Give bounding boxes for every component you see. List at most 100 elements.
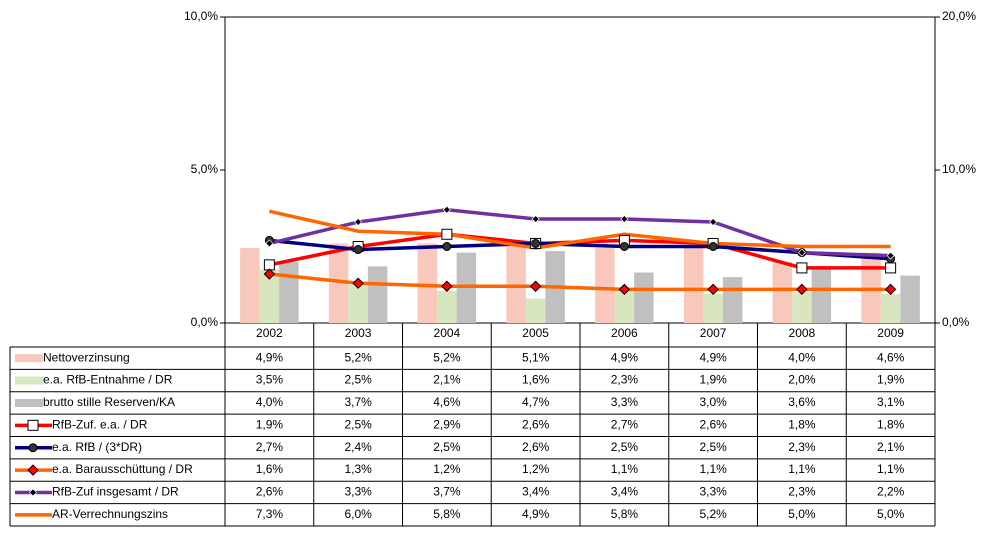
legend-swatch bbox=[15, 376, 43, 385]
table-cell: 4,9% bbox=[256, 350, 284, 364]
marker bbox=[265, 239, 274, 248]
legend-swatch bbox=[15, 354, 43, 363]
table-cell: 2,4% bbox=[344, 440, 372, 454]
table-cell: 2,9% bbox=[433, 417, 461, 431]
bar bbox=[506, 244, 526, 323]
table-cell: 3,4% bbox=[611, 485, 639, 499]
marker bbox=[531, 238, 541, 248]
table-cell: 3,6% bbox=[788, 395, 816, 409]
bar bbox=[367, 266, 388, 323]
bar bbox=[634, 272, 654, 323]
x-tick-label: 2004 bbox=[434, 326, 461, 340]
legend-label: e.a. RfB-Entnahme / DR bbox=[43, 373, 173, 387]
marker bbox=[442, 205, 451, 214]
y2-tick-label: 20,0% bbox=[942, 9, 976, 23]
marker bbox=[352, 277, 364, 289]
bar bbox=[683, 248, 704, 323]
table-cell: 2,5% bbox=[699, 440, 727, 454]
table-cell: 5,0% bbox=[877, 507, 905, 521]
table-cell: 4,7% bbox=[522, 395, 550, 409]
legend-marker bbox=[29, 488, 37, 497]
table-cell: 2,1% bbox=[877, 440, 905, 454]
table-cell: 5,8% bbox=[611, 507, 639, 521]
table-cell: 2,7% bbox=[256, 440, 284, 454]
marker bbox=[885, 262, 897, 274]
table-cell: 2,3% bbox=[611, 373, 639, 387]
legend-label: AR-Verrechnungszins bbox=[52, 507, 168, 521]
table-cell: 3,3% bbox=[344, 485, 372, 499]
marker bbox=[354, 218, 363, 227]
line bbox=[269, 238, 891, 261]
legend-marker bbox=[27, 464, 39, 476]
table-cell: 2,7% bbox=[611, 417, 639, 431]
bar bbox=[240, 248, 260, 323]
table-cell: 1,1% bbox=[611, 462, 639, 476]
y-tick-label: 10,0% bbox=[184, 9, 218, 23]
bar bbox=[259, 269, 280, 323]
table-cell: 1,9% bbox=[256, 417, 284, 431]
marker bbox=[797, 248, 806, 257]
table-cell: 1,1% bbox=[788, 462, 816, 476]
line bbox=[268, 209, 891, 250]
legend-label: Nettoverzinsung bbox=[43, 350, 130, 364]
legend-marker bbox=[28, 443, 38, 453]
table-cell: 1,1% bbox=[877, 462, 905, 476]
marker bbox=[709, 218, 718, 227]
bar bbox=[772, 261, 793, 323]
table-cell: 3,3% bbox=[699, 485, 727, 499]
marker bbox=[886, 251, 895, 260]
marker bbox=[263, 268, 276, 280]
table-cell: 1,8% bbox=[877, 417, 905, 431]
bar bbox=[595, 248, 615, 323]
marker bbox=[708, 242, 718, 251]
table-cell: 3,1% bbox=[877, 395, 905, 409]
marker bbox=[619, 242, 629, 251]
table-cell: 2,3% bbox=[788, 440, 816, 454]
table-cell: 1,2% bbox=[522, 462, 550, 476]
legend-label: RfB-Zuf. e.a. / DR bbox=[52, 417, 148, 431]
x-tick-label: 2003 bbox=[345, 326, 372, 340]
line bbox=[269, 272, 891, 292]
x-tick-label: 2006 bbox=[611, 326, 638, 340]
marker bbox=[529, 280, 542, 292]
marker bbox=[441, 228, 453, 240]
x-tick-label: 2007 bbox=[700, 326, 727, 340]
table-cell: 2,5% bbox=[344, 417, 372, 431]
marker bbox=[707, 283, 719, 296]
marker bbox=[442, 242, 452, 251]
marker bbox=[353, 245, 363, 255]
table-cell: 1,1% bbox=[699, 462, 727, 476]
table-cell: 5,2% bbox=[433, 350, 461, 364]
table-cell: 1,2% bbox=[433, 462, 461, 476]
table-cell: 3,7% bbox=[344, 395, 372, 409]
x-tick-label: 2008 bbox=[789, 326, 816, 340]
table-cell: 1,8% bbox=[788, 417, 816, 431]
table-cell: 3,4% bbox=[522, 485, 550, 499]
bar bbox=[900, 275, 920, 323]
bar bbox=[525, 298, 546, 323]
table-cell: 4,9% bbox=[522, 507, 550, 521]
table-cell: 5,0% bbox=[788, 507, 816, 521]
bar bbox=[348, 284, 368, 323]
bar bbox=[279, 261, 299, 323]
table-cell: 2,5% bbox=[433, 440, 461, 454]
marker bbox=[618, 283, 631, 296]
bar bbox=[880, 293, 901, 323]
bar bbox=[792, 292, 812, 323]
table-cell: 2,5% bbox=[611, 440, 639, 454]
table-cell: 3,7% bbox=[433, 485, 461, 499]
marker bbox=[531, 214, 540, 223]
y2-tick-label: 0,0% bbox=[942, 315, 970, 329]
table-cell: 1,9% bbox=[699, 373, 727, 387]
table-cell: 2,5% bbox=[344, 373, 372, 387]
marker bbox=[620, 214, 629, 223]
table-cell: 2,6% bbox=[699, 417, 727, 431]
x-tick-label: 2005 bbox=[522, 326, 549, 340]
table-cell: 3,0% bbox=[699, 395, 727, 409]
table-cell: 5,1% bbox=[522, 350, 550, 364]
table-cell: 2,2% bbox=[877, 485, 905, 499]
marker bbox=[796, 262, 808, 274]
marker bbox=[796, 283, 808, 296]
table-cell: 4,9% bbox=[699, 350, 727, 364]
